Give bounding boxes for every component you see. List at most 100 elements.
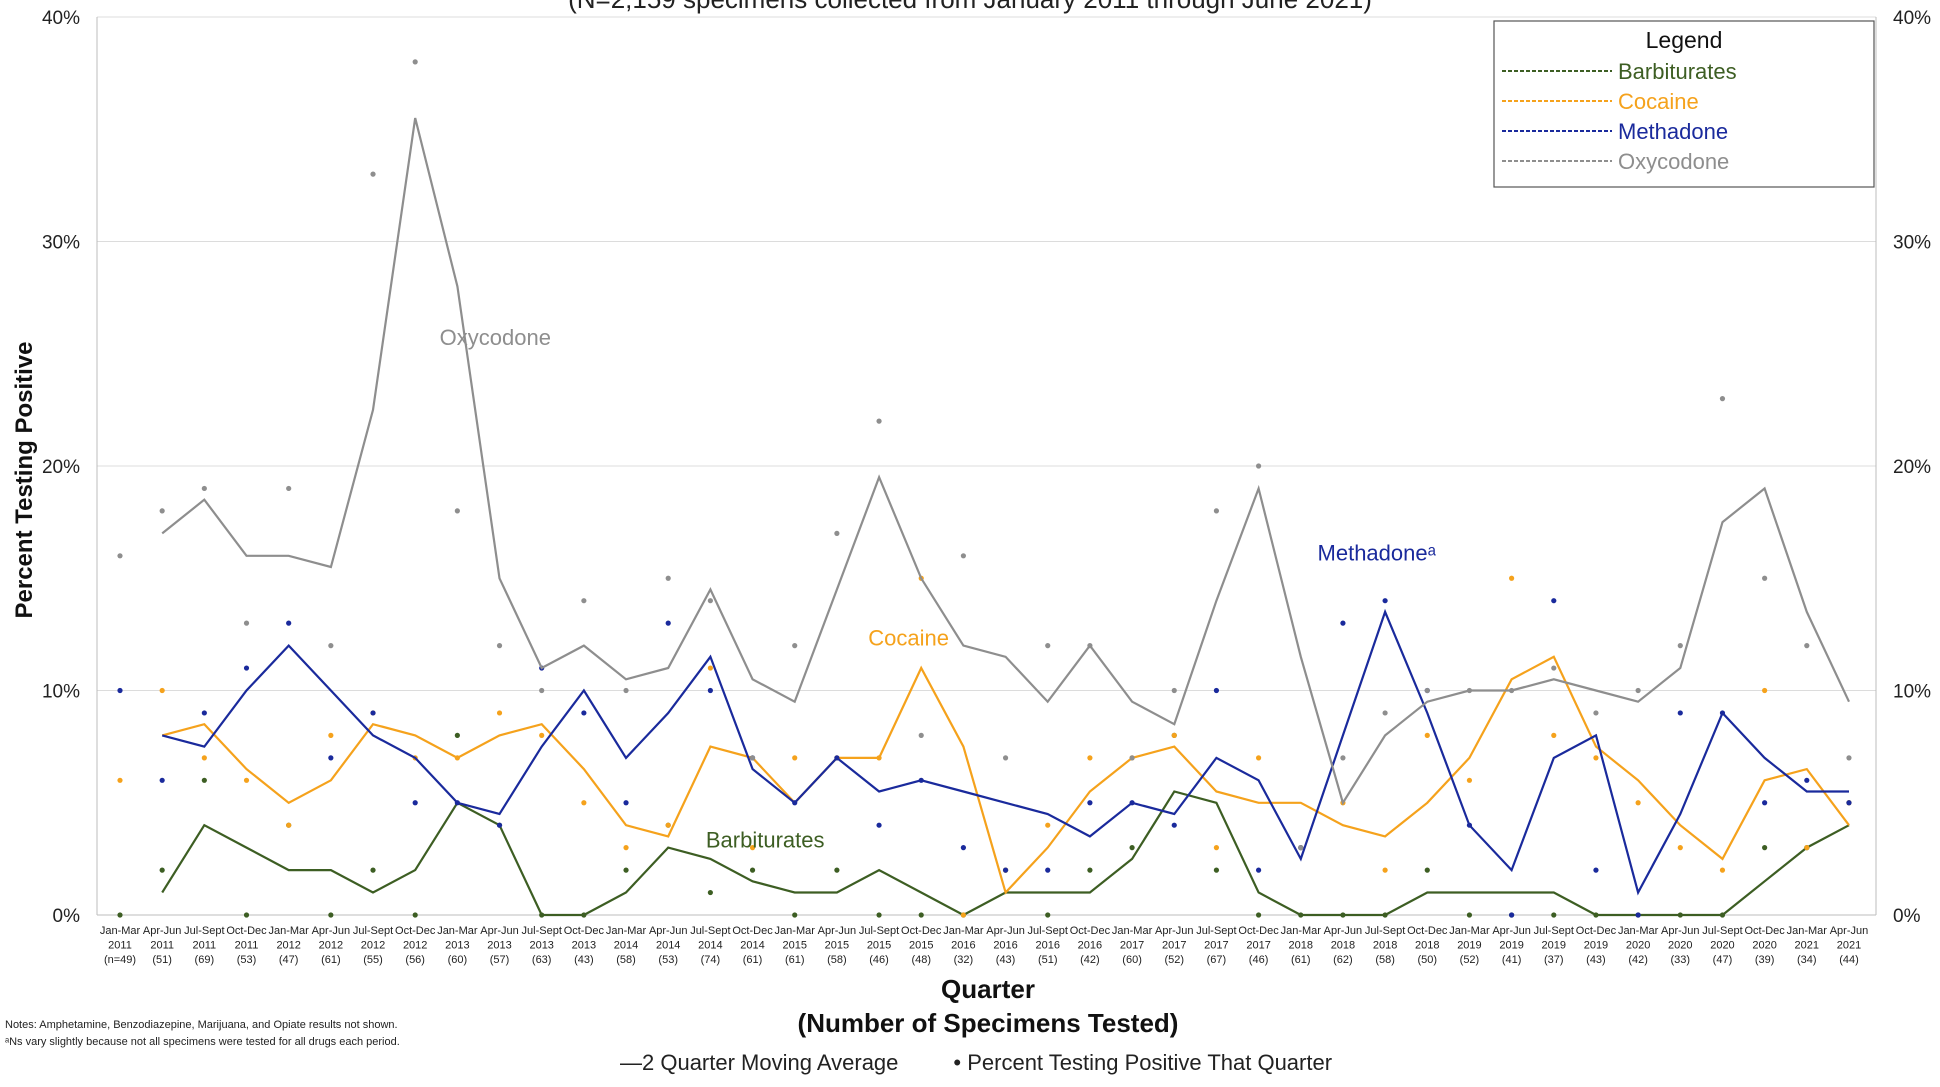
annotation-cocaine: Cocaine bbox=[868, 626, 949, 651]
x-tick-label-20-0: Jan-Mar bbox=[943, 925, 984, 937]
x-tick-label-5-2: (61) bbox=[321, 954, 341, 966]
data-point-barbiturates-31 bbox=[1424, 867, 1430, 873]
annotation-barbiturates: Barbiturates bbox=[706, 828, 825, 853]
data-point-oxycodone-31 bbox=[1424, 687, 1430, 694]
data-point-barbiturates-37 bbox=[1677, 912, 1683, 918]
data-point-cocaine-34 bbox=[1551, 732, 1557, 739]
data-point-methadone-9 bbox=[496, 822, 503, 828]
data-point-methadone-25 bbox=[1171, 822, 1177, 828]
y-tick-right-4: 40% bbox=[1893, 8, 1931, 29]
annotation-oxycodone: Oxycodone bbox=[440, 325, 551, 350]
data-point-barbiturates-2 bbox=[201, 777, 207, 783]
y-tick-right-1: 10% bbox=[1893, 682, 1931, 703]
x-tick-label-8-0: Jan-Mar bbox=[437, 925, 478, 937]
data-point-cocaine-27 bbox=[1255, 755, 1262, 761]
data-point-oxycodone-12 bbox=[623, 687, 629, 694]
data-point-oxycodone-7 bbox=[412, 59, 418, 65]
data-point-methadone-20 bbox=[960, 845, 967, 851]
data-point-barbiturates-39 bbox=[1762, 845, 1768, 851]
data-point-methadone-24 bbox=[1129, 800, 1135, 806]
data-point-oxycodone-29 bbox=[1340, 755, 1346, 761]
x-tick-label-6-1: 2012 bbox=[361, 940, 385, 952]
x-tick-label-28-0: Jan-Mar bbox=[1281, 925, 1322, 937]
x-tick-label-16-0: Jan-Mar bbox=[775, 925, 816, 937]
x-tick-label-13-0: Apr-Jun bbox=[649, 925, 688, 937]
x-tick-label-34-2: (37) bbox=[1544, 954, 1564, 966]
x-tick-label-22-0: Jul-Sept bbox=[1028, 925, 1068, 937]
data-point-methadone-41 bbox=[1846, 800, 1852, 806]
data-point-cocaine-31 bbox=[1424, 732, 1430, 739]
x-tick-label-31-0: Oct-Dec bbox=[1407, 925, 1448, 937]
x-tick-label-31-1: 2018 bbox=[1415, 940, 1439, 952]
data-point-methadone-36 bbox=[1635, 912, 1641, 918]
data-point-oxycodone-23 bbox=[1087, 643, 1093, 649]
data-point-oxycodone-3 bbox=[243, 620, 250, 626]
data-point-barbiturates-23 bbox=[1087, 867, 1093, 873]
bottom-legend: —2 Quarter Moving Average • Percent Test… bbox=[620, 1050, 1332, 1076]
data-point-methadone-7 bbox=[412, 800, 418, 806]
x-tick-label-35-2: (43) bbox=[1586, 954, 1606, 966]
x-tick-label-32-0: Jan-Mar bbox=[1449, 925, 1490, 937]
data-point-methadone-18 bbox=[876, 822, 882, 828]
x-tick-label-26-1: 2017 bbox=[1204, 940, 1228, 952]
data-point-methadone-23 bbox=[1087, 800, 1093, 806]
data-point-methadone-8 bbox=[454, 800, 460, 806]
data-point-methadone-1 bbox=[159, 777, 165, 783]
series-line-methadone bbox=[161, 608, 1849, 896]
data-point-oxycodone-1 bbox=[159, 508, 165, 514]
series-line-cocaine bbox=[161, 655, 1850, 895]
x-tick-label-39-1: 2020 bbox=[1752, 940, 1776, 952]
data-point-methadone-40 bbox=[1804, 777, 1810, 783]
x-tick-label-16-1: 2015 bbox=[782, 940, 806, 952]
data-point-cocaine-25 bbox=[1171, 732, 1177, 739]
x-tick-label-27-1: 2017 bbox=[1246, 940, 1270, 952]
x-tick-label-20-1: 2016 bbox=[951, 940, 975, 952]
x-tick-label-18-1: 2015 bbox=[867, 940, 891, 952]
x-tick-label-10-0: Jul-Sept bbox=[522, 925, 562, 937]
data-point-oxycodone-32 bbox=[1466, 687, 1473, 694]
data-point-methadone-38 bbox=[1719, 710, 1726, 716]
x-tick-label-37-2: (33) bbox=[1671, 954, 1691, 966]
x-tick-label-17-0: Apr-Jun bbox=[818, 925, 857, 937]
data-point-cocaine-12 bbox=[623, 845, 629, 851]
data-point-barbiturates-27 bbox=[1255, 912, 1262, 918]
data-point-methadone-5 bbox=[328, 755, 334, 761]
x-tick-label-21-0: Apr-Jun bbox=[986, 925, 1025, 937]
x-tick-label-2-1: 2011 bbox=[193, 940, 217, 952]
data-point-cocaine-10 bbox=[539, 732, 545, 739]
x-tick-label-6-2: (55) bbox=[363, 954, 383, 966]
data-point-methadone-33 bbox=[1509, 912, 1515, 918]
x-tick-label-38-2: (47) bbox=[1713, 954, 1733, 966]
x-tick-label-3-0: Oct-Dec bbox=[226, 925, 267, 937]
data-point-barbiturates-0 bbox=[117, 912, 123, 918]
data-point-oxycodone-0 bbox=[117, 553, 123, 559]
x-tick-label-35-0: Oct-Dec bbox=[1576, 925, 1617, 937]
x-tick-label-6-0: Jul-Sept bbox=[353, 925, 393, 937]
x-tick-label-9-1: 2013 bbox=[487, 940, 511, 952]
data-point-barbiturates-6 bbox=[370, 867, 376, 873]
data-point-methadone-13 bbox=[665, 620, 671, 626]
x-tick-label-5-1: 2012 bbox=[319, 940, 343, 952]
data-point-cocaine-16 bbox=[792, 755, 798, 761]
data-point-barbiturates-28 bbox=[1298, 912, 1304, 918]
x-tick-label-11-1: 2013 bbox=[572, 940, 596, 952]
x-tick-label-23-2: (42) bbox=[1080, 954, 1100, 966]
x-tick-label-37-0: Apr-Jun bbox=[1661, 925, 1700, 937]
x-tick-label-25-1: 2017 bbox=[1162, 940, 1186, 952]
x-tick-label-33-2: (41) bbox=[1502, 954, 1522, 966]
x-tick-label-14-1: 2014 bbox=[698, 940, 722, 952]
data-point-methadone-3 bbox=[243, 665, 250, 671]
x-tick-label-7-0: Oct-Dec bbox=[395, 925, 436, 937]
x-tick-label-26-2: (67) bbox=[1207, 954, 1227, 966]
data-point-oxycodone-2 bbox=[201, 485, 207, 492]
data-point-methadone-37 bbox=[1677, 710, 1683, 716]
x-tick-label-24-1: 2017 bbox=[1120, 940, 1144, 952]
x-tick-label-8-1: 2013 bbox=[445, 940, 469, 952]
data-point-cocaine-35 bbox=[1593, 755, 1599, 761]
x-tick-label-27-0: Oct-Dec bbox=[1238, 925, 1279, 937]
x-tick-label-24-2: (60) bbox=[1122, 954, 1142, 966]
data-point-cocaine-14 bbox=[707, 665, 713, 671]
x-tick-label-29-0: Apr-Jun bbox=[1324, 925, 1363, 937]
data-point-oxycodone-30 bbox=[1382, 710, 1388, 716]
